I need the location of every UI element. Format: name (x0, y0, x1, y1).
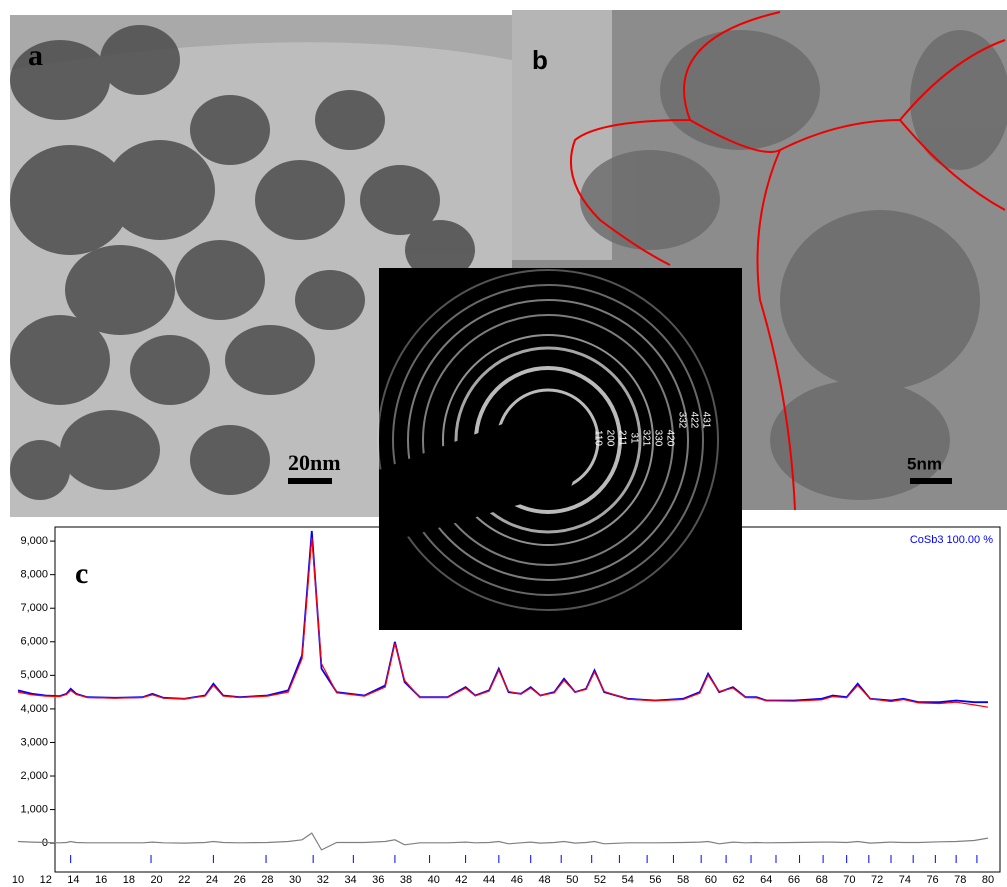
x-tick-label: 56 (649, 874, 661, 886)
y-tick-label: 5,000 (20, 669, 48, 681)
x-tick-label: 36 (372, 874, 384, 886)
y-tick-label: 4,000 (20, 703, 48, 715)
xrd-chart: 01,0002,0003,0004,0005,0006,0007,0008,00… (12, 530, 994, 886)
scale-bar-label: 5nm (907, 454, 942, 473)
x-tick-label: 46 (511, 874, 523, 886)
x-tick-label: 30 (289, 874, 301, 886)
x-tick-label: 28 (261, 874, 273, 886)
x-tick-label: 64 (760, 874, 772, 886)
panel-label: b (532, 45, 548, 75)
x-tick-label: 16 (95, 874, 107, 886)
x-tick-label: 18 (123, 874, 135, 886)
series-line (17, 832, 989, 851)
ring-label: 422 (688, 412, 699, 429)
x-tick-label: 14 (67, 874, 79, 886)
x-tick-label: 50 (566, 874, 578, 886)
ring-label: 321 (640, 430, 651, 447)
x-tick-label: 58 (677, 874, 689, 886)
y-tick-label: 3,000 (20, 736, 48, 748)
x-tick-label: 10 (12, 874, 24, 886)
x-tick-label: 76 (926, 874, 938, 886)
ring-label: 110 (592, 430, 603, 446)
series-line (17, 537, 989, 708)
x-tick-label: 24 (206, 874, 218, 886)
ring-label: 211 (616, 430, 627, 446)
x-tick-label: 32 (317, 874, 329, 886)
ring-label: 330 (652, 430, 663, 447)
x-tick-label: 20 (150, 874, 162, 886)
x-tick-label: 44 (483, 874, 495, 886)
y-tick-label: 6,000 (20, 636, 48, 648)
x-tick-label: 70 (843, 874, 855, 886)
panel-label: a (28, 39, 43, 72)
scale-bar-label: 20nm (288, 450, 341, 475)
y-tick-label: 9,000 (20, 535, 48, 547)
x-tick-label: 66 (788, 874, 800, 886)
x-tick-label: 34 (344, 874, 356, 886)
ring-label: 431 (700, 412, 711, 429)
x-tick-label: 48 (538, 874, 550, 886)
x-tick-label: 26 (234, 874, 246, 886)
y-tick-label: 1,000 (20, 803, 48, 815)
tem-image-a: a 20nm (10, 15, 512, 517)
ring-label: 31 (628, 432, 639, 444)
y-tick-label: 2,000 (20, 770, 48, 782)
ring-label: 332 (676, 412, 687, 429)
x-tick-label: 42 (455, 874, 467, 886)
x-tick-label: 60 (705, 874, 717, 886)
x-tick-label: 12 (40, 874, 52, 886)
phase-label: CoSb3 100.00 % (910, 534, 993, 546)
ring-label: 420 (664, 430, 675, 447)
x-tick-label: 74 (899, 874, 911, 886)
y-tick-label: 7,000 (20, 602, 48, 614)
x-tick-label: 80 (982, 874, 994, 886)
ring-label: 200 (604, 430, 615, 447)
x-tick-label: 62 (732, 874, 744, 886)
panel-label: c (75, 557, 88, 590)
x-tick-label: 72 (871, 874, 883, 886)
x-tick-label: 40 (428, 874, 440, 886)
x-tick-label: 54 (622, 874, 634, 886)
x-tick-label: 38 (400, 874, 412, 886)
x-tick-label: 78 (954, 874, 966, 886)
x-tick-label: 22 (178, 874, 190, 886)
y-tick-label: 8,000 (20, 569, 48, 581)
x-tick-label: 52 (594, 874, 606, 886)
x-tick-label: 68 (816, 874, 828, 886)
